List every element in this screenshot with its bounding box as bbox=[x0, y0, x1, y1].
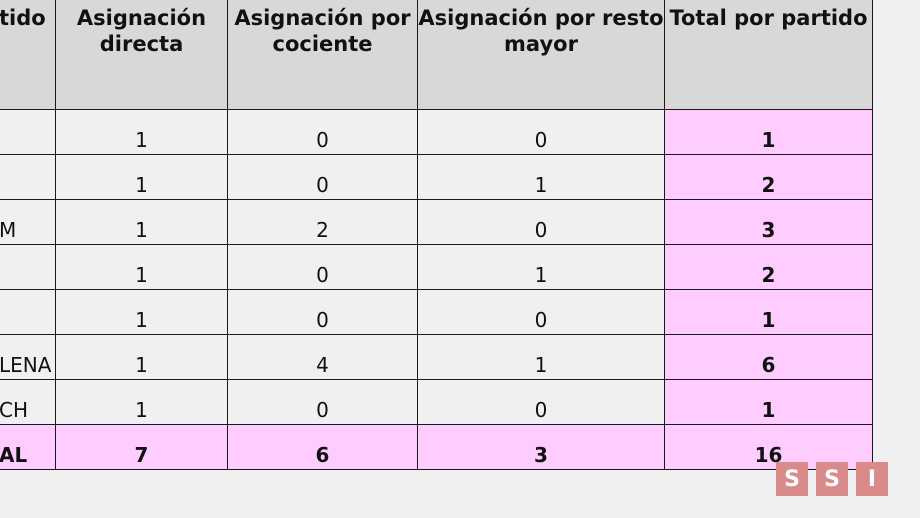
cell-directa: 1 bbox=[55, 334, 228, 380]
cell-total: 1 bbox=[664, 289, 873, 335]
cell-cociente: 0 bbox=[227, 289, 418, 335]
table-row: CH 1 0 0 1 bbox=[0, 379, 873, 425]
header-partido: tido bbox=[0, 0, 56, 110]
cell-directa: 1 bbox=[55, 244, 228, 290]
table-row: 1 0 0 1 bbox=[0, 289, 873, 335]
cell-resto: 1 bbox=[417, 154, 665, 200]
cell-total: 1 bbox=[664, 379, 873, 425]
cell-resto: 1 bbox=[417, 244, 665, 290]
table-row: LENA 1 4 1 6 bbox=[0, 334, 873, 380]
cell-total-cociente: 6 bbox=[227, 424, 418, 470]
cell-total-directa: 7 bbox=[55, 424, 228, 470]
header-row: tido Asignación directa Asignación por c… bbox=[0, 0, 873, 110]
cell-directa: 1 bbox=[55, 199, 228, 245]
ssi-logo: S S I bbox=[776, 462, 888, 496]
cell-resto: 0 bbox=[417, 379, 665, 425]
header-asignacion-cociente: Asignación por cociente bbox=[227, 0, 418, 110]
table-row: M 1 2 0 3 bbox=[0, 199, 873, 245]
cell-directa: 1 bbox=[55, 109, 228, 155]
cell-partido: LENA bbox=[0, 334, 56, 380]
cell-cociente: 2 bbox=[227, 199, 418, 245]
cell-resto: 0 bbox=[417, 109, 665, 155]
logo-letter: S bbox=[776, 462, 808, 496]
cell-directa: 1 bbox=[55, 379, 228, 425]
header-total-partido: Total por partido bbox=[664, 0, 873, 110]
table-row: 1 0 1 2 bbox=[0, 244, 873, 290]
table-row: 1 0 1 2 bbox=[0, 154, 873, 200]
seat-allocation-table-container: tido Asignación directa Asignación por c… bbox=[0, 0, 873, 470]
cell-partido: CH bbox=[0, 379, 56, 425]
cell-total: 1 bbox=[664, 109, 873, 155]
cell-resto: 0 bbox=[417, 199, 665, 245]
cell-directa: 1 bbox=[55, 154, 228, 200]
cell-cociente: 0 bbox=[227, 154, 418, 200]
cell-partido bbox=[0, 154, 56, 200]
cell-total: 2 bbox=[664, 154, 873, 200]
cell-cociente: 0 bbox=[227, 379, 418, 425]
seat-allocation-table: tido Asignación directa Asignación por c… bbox=[0, 0, 873, 470]
cell-cociente: 0 bbox=[227, 109, 418, 155]
cell-partido: M bbox=[0, 199, 56, 245]
cell-cociente: 4 bbox=[227, 334, 418, 380]
cell-resto: 1 bbox=[417, 334, 665, 380]
logo-letter: I bbox=[856, 462, 888, 496]
cell-grand-total: 16 bbox=[664, 424, 873, 470]
cell-total-resto: 3 bbox=[417, 424, 665, 470]
cell-total: 6 bbox=[664, 334, 873, 380]
table-row: 1 0 0 1 bbox=[0, 109, 873, 155]
cell-resto: 0 bbox=[417, 289, 665, 335]
cell-cociente: 0 bbox=[227, 244, 418, 290]
cell-partido bbox=[0, 109, 56, 155]
header-asignacion-directa: Asignación directa bbox=[55, 0, 228, 110]
cell-total-label: AL bbox=[0, 424, 56, 470]
total-row: AL 7 6 3 16 bbox=[0, 424, 873, 470]
logo-letter: S bbox=[816, 462, 848, 496]
cell-total: 3 bbox=[664, 199, 873, 245]
cell-partido bbox=[0, 244, 56, 290]
header-asignacion-resto: Asignación por resto mayor bbox=[417, 0, 665, 110]
cell-total: 2 bbox=[664, 244, 873, 290]
cell-partido bbox=[0, 289, 56, 335]
cell-directa: 1 bbox=[55, 289, 228, 335]
